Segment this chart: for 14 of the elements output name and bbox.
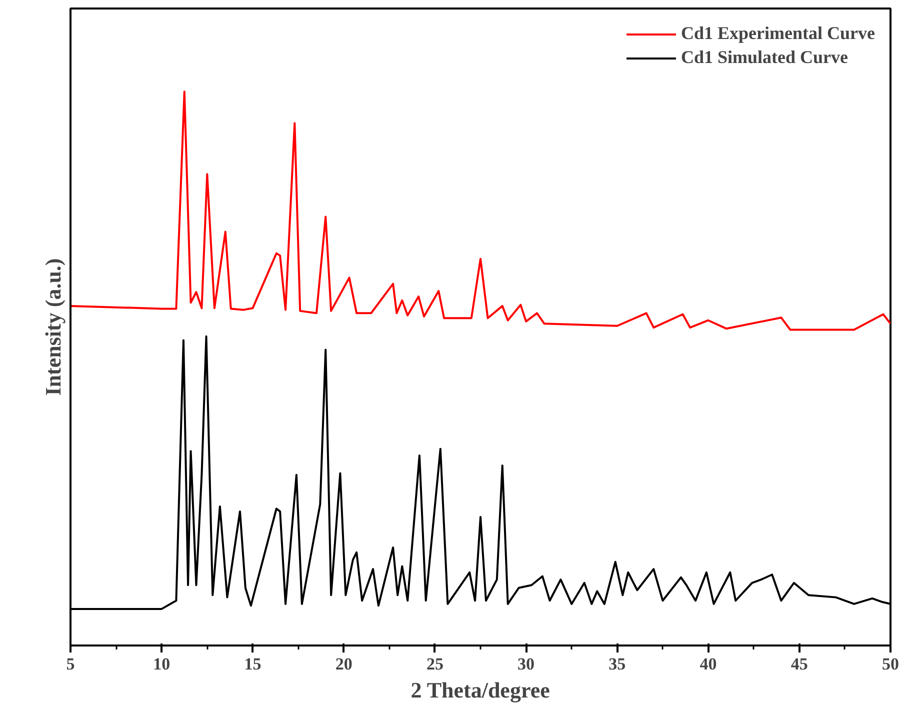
x-tick-label: 15 <box>244 654 262 674</box>
y-axis-title: Intensity (a.u.) <box>40 258 66 396</box>
x-tick-label: 10 <box>153 654 170 674</box>
x-tick-label: 45 <box>790 654 808 674</box>
x-tick-label: 30 <box>518 654 535 674</box>
legend-label: Cd1 Simulated Curve <box>681 47 848 68</box>
x-axis-title: 2 Theta/degree <box>410 678 550 702</box>
x-tick-label: 5 <box>66 654 75 674</box>
x-tick-label: 35 <box>608 654 626 674</box>
x-tick-label: 50 <box>882 654 899 674</box>
x-tick-label: 25 <box>426 654 444 674</box>
legend-label: Cd1 Experimental Curve <box>681 23 875 44</box>
x-tick-label: 20 <box>335 654 352 674</box>
x-tick-label: 40 <box>700 654 717 674</box>
